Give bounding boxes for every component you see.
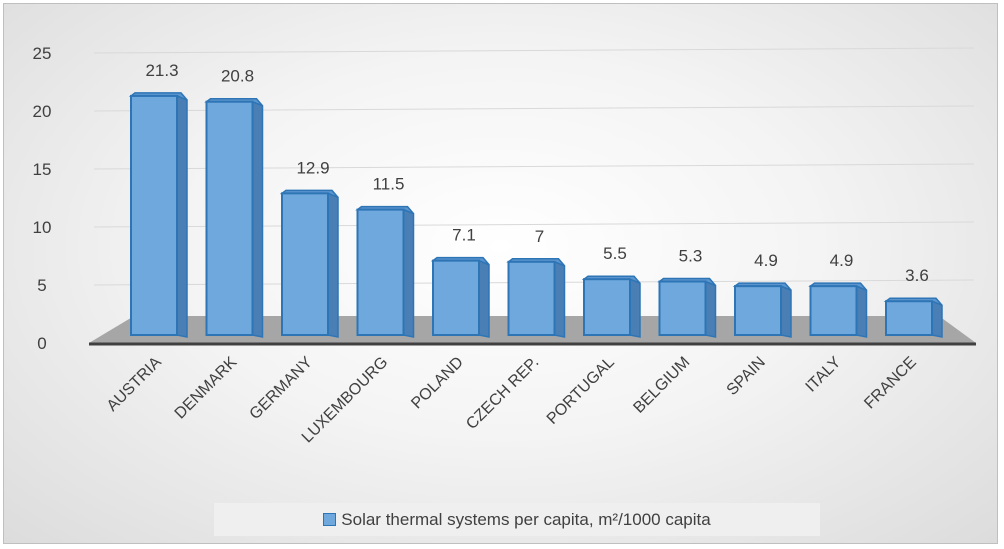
bar-6 xyxy=(583,278,631,337)
category-label-0: AUSTRIA xyxy=(104,354,165,415)
bar-side-5 xyxy=(553,260,566,338)
bar-side-1 xyxy=(251,100,264,338)
bar-side-2 xyxy=(327,192,339,338)
category-label-2: GERMANY xyxy=(247,354,316,423)
gridline-25 xyxy=(93,47,975,54)
bar-side-9 xyxy=(855,285,868,338)
bar-side-7 xyxy=(704,280,717,338)
bar-7 xyxy=(658,280,707,336)
data-label-3: 11.5 xyxy=(373,175,405,194)
data-label-8: 4.9 xyxy=(754,251,778,270)
category-label-4: POLAND xyxy=(408,354,467,413)
bar-side-0 xyxy=(176,94,188,338)
bar-1 xyxy=(205,100,254,336)
chart-area: 0 5 10 15 20 25 AUSTRIA DENMARK GERMANY LUXEMBOU… xyxy=(3,3,998,544)
category-label-5: CZECH REP. xyxy=(463,354,542,433)
data-label-5: 7 xyxy=(535,227,544,246)
y-tick-label-15: 15 xyxy=(33,160,52,179)
data-label-4: 7.1 xyxy=(452,226,476,245)
y-tick-label-0: 0 xyxy=(37,334,46,353)
bar-0 xyxy=(130,94,178,336)
bar-side-4 xyxy=(478,259,490,338)
y-tick-label-25: 25 xyxy=(33,44,52,63)
data-label-9: 4.9 xyxy=(830,251,854,270)
bar-3 xyxy=(356,208,405,337)
legend: Solar thermal systems per capita, m²/100… xyxy=(214,503,820,536)
bars xyxy=(128,92,943,338)
category-label-6: PORTUGAL xyxy=(544,354,618,428)
bar-2 xyxy=(281,192,329,336)
bar-4 xyxy=(432,259,480,337)
data-label-2: 12.9 xyxy=(296,158,329,177)
bar-side-8 xyxy=(780,285,792,338)
data-label-6: 5.5 xyxy=(603,244,627,263)
y-tick-label-10: 10 xyxy=(33,218,52,237)
bar-5 xyxy=(507,260,556,336)
data-label-1: 20.8 xyxy=(221,67,254,86)
legend-label: Solar thermal systems per capita, m²/100… xyxy=(341,509,711,529)
bar-10 xyxy=(885,300,933,336)
bar-8 xyxy=(734,285,782,337)
category-label-8: SPAIN xyxy=(724,354,769,399)
bar-side-6 xyxy=(629,278,641,338)
data-label-10: 3.6 xyxy=(905,266,929,285)
category-label-1: DENMARK xyxy=(172,354,241,423)
category-label-9: ITALY xyxy=(803,354,845,396)
y-tick-label-20: 20 xyxy=(33,102,52,121)
y-tick-label-5: 5 xyxy=(37,276,46,295)
data-label-7: 5.3 xyxy=(679,247,703,266)
data-label-0: 21.3 xyxy=(145,61,178,80)
bar-chart: 0 5 10 15 20 25 AUSTRIA DENMARK GERMANYLUXEMBOU… xyxy=(33,44,976,447)
category-label-10: FRANCE xyxy=(861,354,920,413)
bar-9 xyxy=(809,285,858,337)
bar-side-10 xyxy=(931,300,943,338)
y-axis-ticks: 0 5 10 15 20 25 xyxy=(33,44,52,353)
legend-swatch xyxy=(323,513,337,526)
category-label-7: BELGIUM xyxy=(630,354,693,417)
bar-side-3 xyxy=(402,208,415,338)
data-labels: 21.3 20.8 12.9 11.5 7.1 7 5.5 5.3 4.9 4.9 3.6 xyxy=(145,61,928,285)
